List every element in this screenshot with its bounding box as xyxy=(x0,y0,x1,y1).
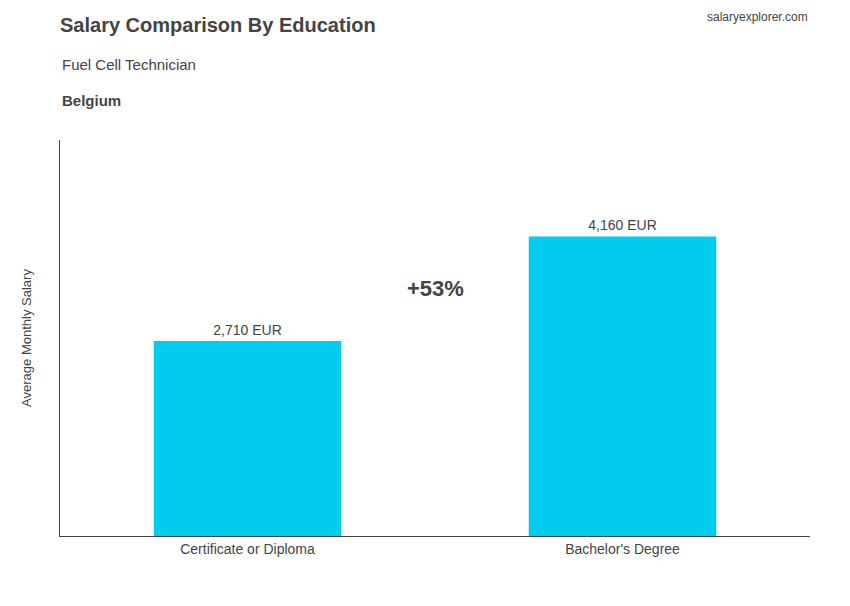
svg-text:Fuel Cell Technician: Fuel Cell Technician xyxy=(62,56,196,73)
svg-text:Average Monthly Salary: Average Monthly Salary xyxy=(19,269,34,407)
svg-text:Salary Comparison By Education: Salary Comparison By Education xyxy=(60,14,376,36)
svg-text:4,160 EUR: 4,160 EUR xyxy=(588,217,656,233)
svg-text:+53%: +53% xyxy=(407,276,464,301)
svg-text:Belgium: Belgium xyxy=(62,92,121,109)
svg-text:2,710 EUR: 2,710 EUR xyxy=(213,322,281,338)
svg-text:Certificate or Diploma: Certificate or Diploma xyxy=(180,541,315,557)
svg-text:salaryexplorer.com: salaryexplorer.com xyxy=(707,10,808,24)
svg-text:Bachelor's Degree: Bachelor's Degree xyxy=(565,541,680,557)
